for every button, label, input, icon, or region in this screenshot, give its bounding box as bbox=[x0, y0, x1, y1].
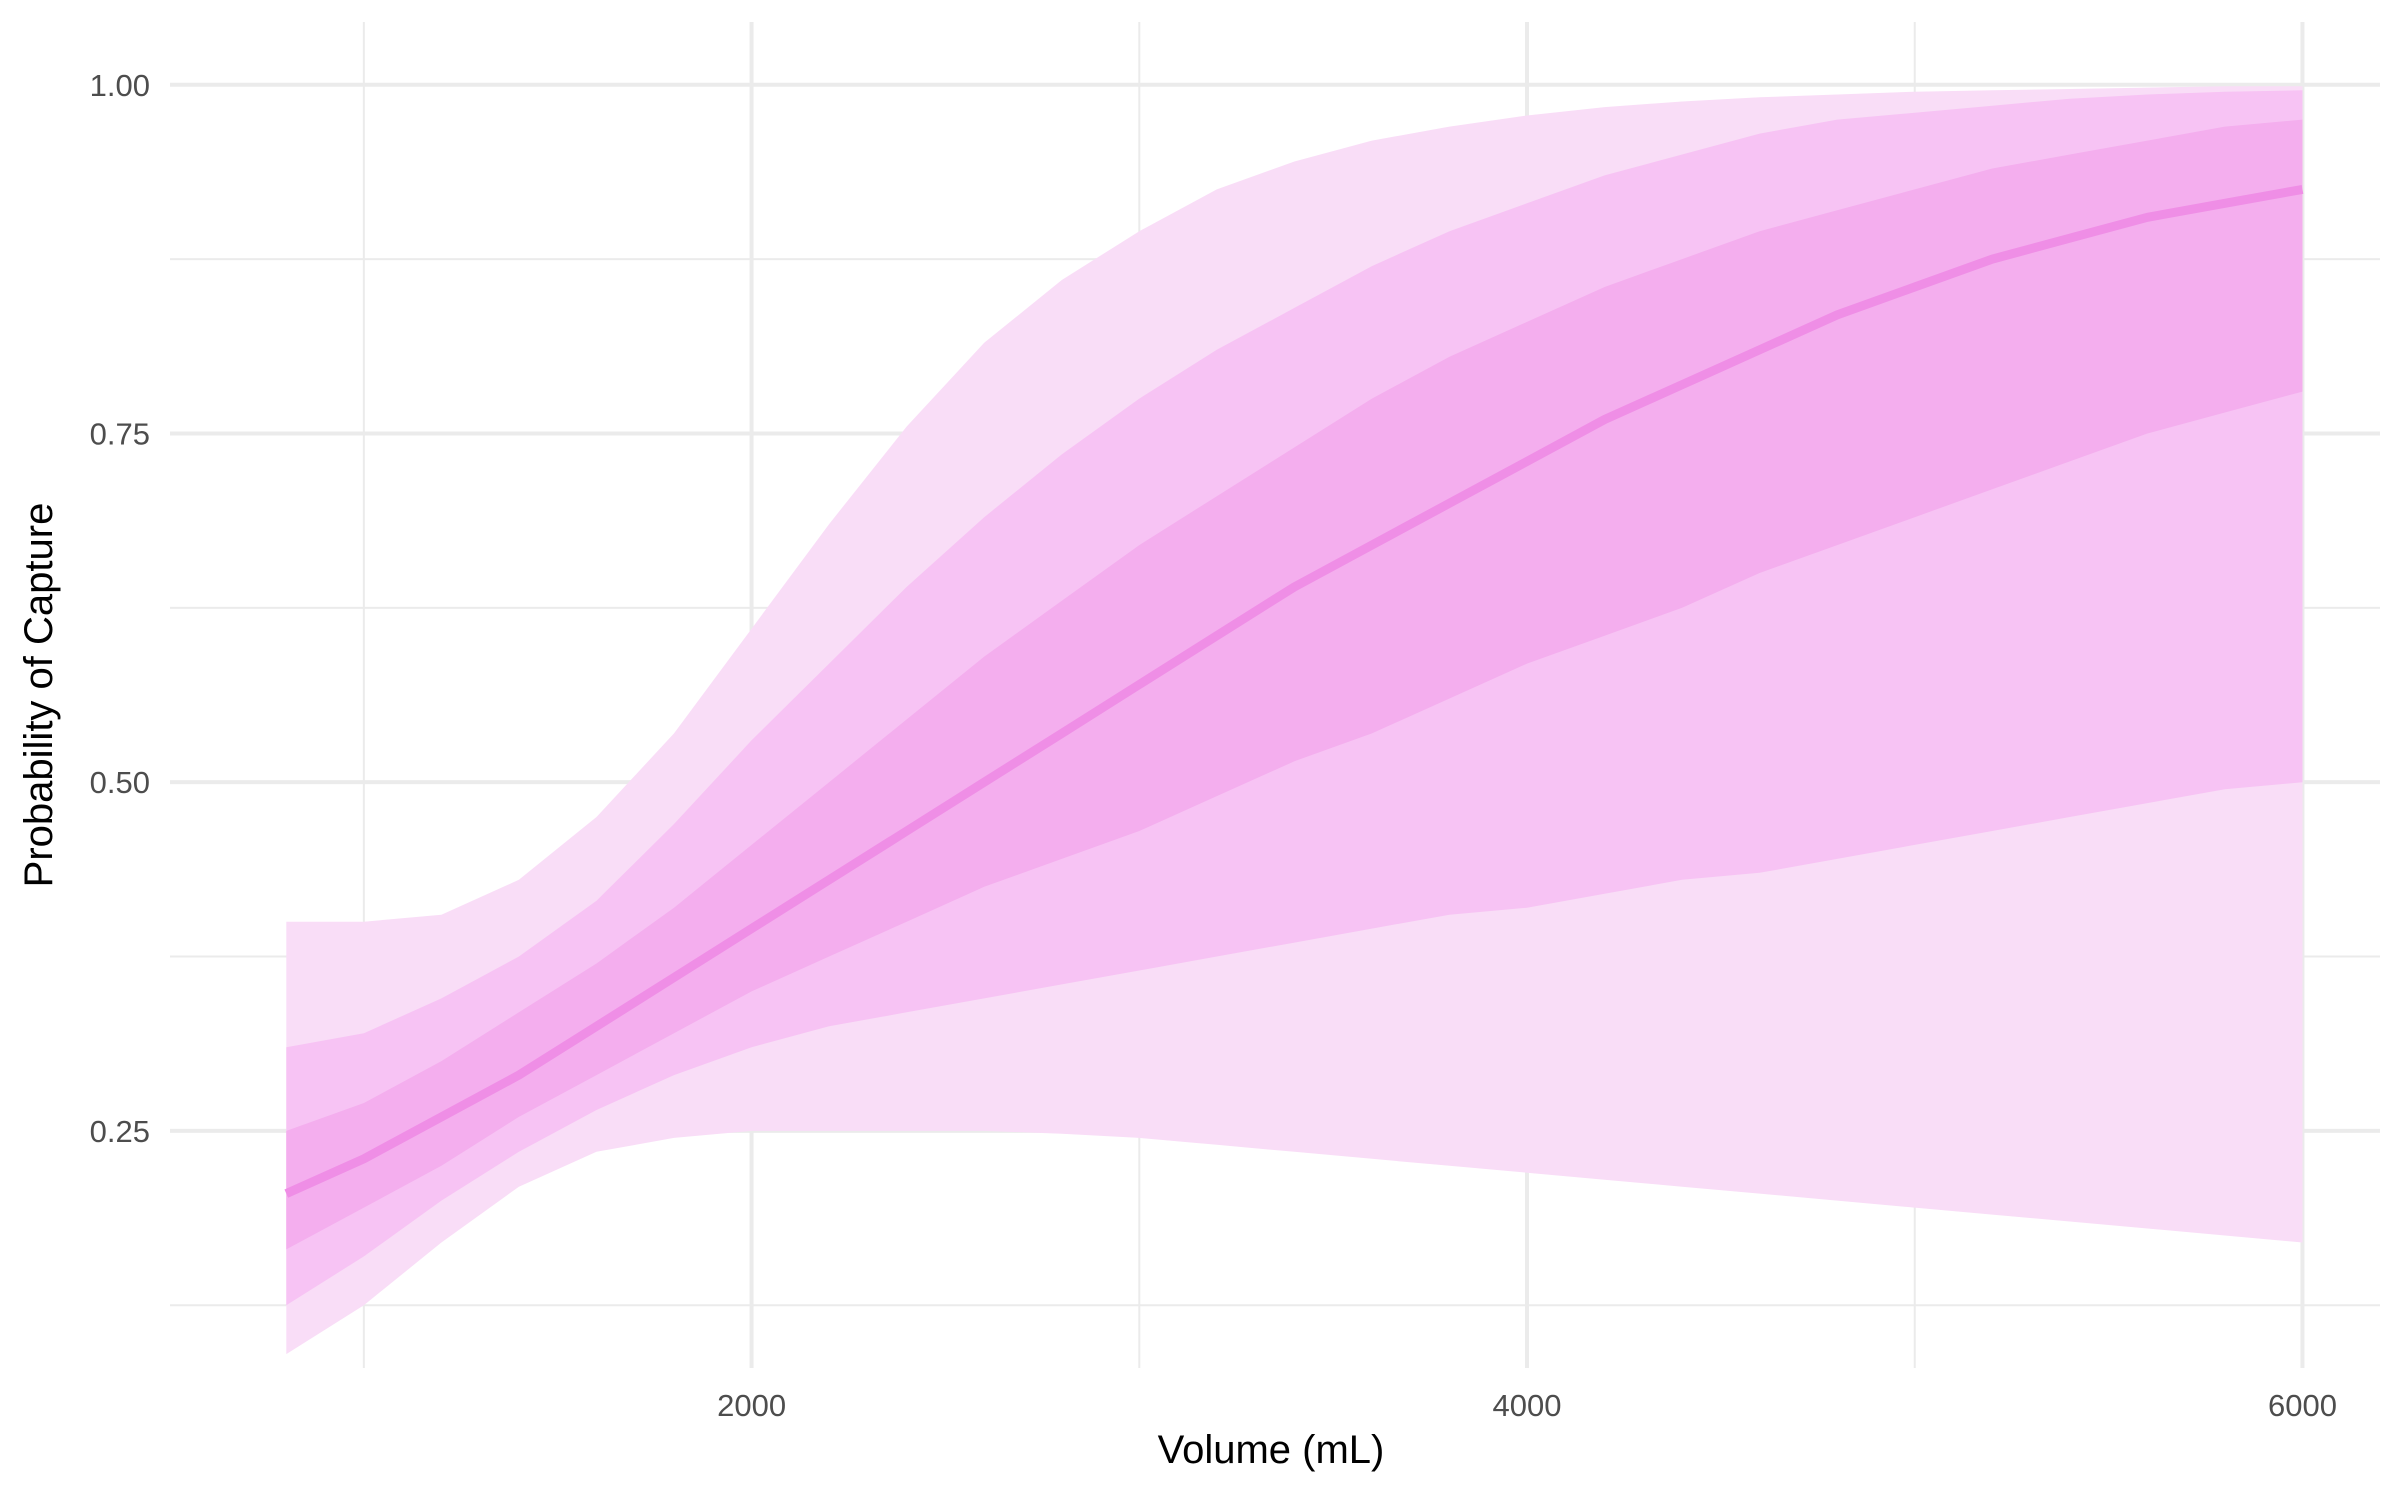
x-axis-title: Volume (mL) bbox=[1158, 1428, 1385, 1472]
x-tick-label: 6000 bbox=[2268, 1388, 2337, 1423]
y-axis-title: Probability of Capture bbox=[17, 503, 61, 888]
y-tick-label: 0.25 bbox=[90, 1114, 150, 1149]
x-axis-tick-labels: 2000 4000 6000 bbox=[717, 1388, 2337, 1423]
band-inner-area bbox=[286, 119, 2303, 1250]
y-tick-label: 1.00 bbox=[90, 68, 150, 103]
median-line bbox=[284, 184, 2304, 1198]
x-tick-label: 4000 bbox=[1493, 1388, 1562, 1423]
median-line-layer bbox=[284, 184, 2304, 1198]
x-tick-label: 2000 bbox=[717, 1388, 786, 1423]
uncertainty-bands bbox=[286, 86, 2303, 1355]
y-axis-tick-labels: 0.25 0.50 0.75 1.00 bbox=[90, 68, 150, 1149]
y-tick-label: 0.50 bbox=[90, 765, 150, 800]
y-tick-label: 0.75 bbox=[90, 416, 150, 451]
